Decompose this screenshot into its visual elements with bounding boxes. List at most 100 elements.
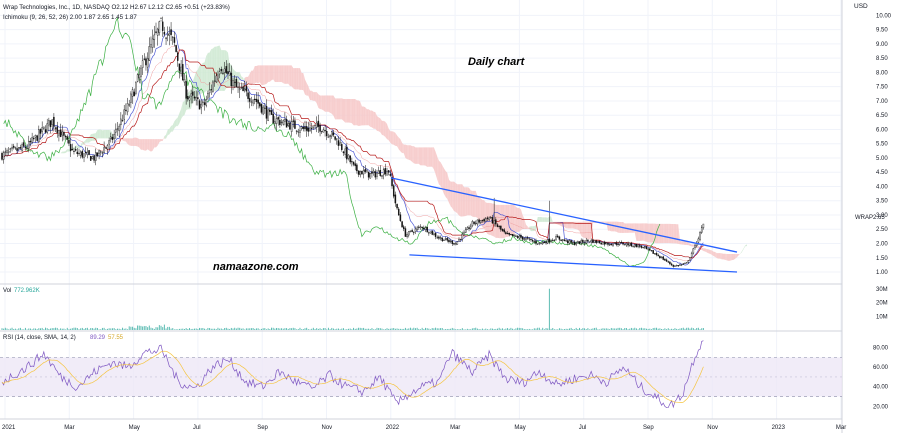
volume-bar <box>152 328 153 330</box>
volume-bar <box>574 329 575 330</box>
candle-body <box>375 172 376 178</box>
candle-body <box>110 137 111 139</box>
cloud-bull-segment <box>102 130 104 138</box>
candle-body <box>545 242 546 243</box>
candle-body <box>134 92 135 96</box>
volume-bar <box>84 329 85 330</box>
cloud-bear-segment <box>261 65 263 85</box>
cloud-bear-segment <box>585 222 587 239</box>
volume-bar <box>221 329 222 330</box>
candle-body <box>299 131 300 133</box>
candle-body <box>683 264 684 265</box>
candle-body <box>222 73 223 74</box>
candle-body <box>104 148 105 153</box>
candle-body <box>547 239 548 243</box>
volume-bar <box>378 328 379 330</box>
candle-body <box>654 254 655 255</box>
candle-body <box>520 235 521 237</box>
candle-body <box>457 242 458 245</box>
price-tag-value: 2.65 <box>873 215 885 221</box>
candle-body <box>512 234 513 236</box>
candle-body <box>689 257 690 260</box>
cloud-bear-segment <box>287 65 289 83</box>
candle-body <box>462 234 463 239</box>
cloud-bear-segment <box>342 98 344 120</box>
cloud-bear-segment <box>292 65 294 88</box>
volume-bar <box>604 329 605 330</box>
currency-label: USD <box>854 3 868 10</box>
candle-body <box>99 150 100 153</box>
volume-bar <box>477 329 478 330</box>
rsi-tick-label: 40.00 <box>873 385 889 391</box>
volume-bar <box>450 329 451 330</box>
cloud-bear-segment <box>154 139 156 147</box>
cloud-bear-segment <box>718 253 720 259</box>
volume-bar <box>388 329 389 330</box>
volume-bar <box>112 328 113 330</box>
cloud-bear-segment <box>636 223 638 240</box>
candle-body <box>612 244 613 245</box>
cloud-bull-segment <box>106 130 108 138</box>
volume-bar <box>591 329 592 330</box>
volume-bar <box>413 328 414 330</box>
volume-label: Vol <box>3 288 11 294</box>
candle-body <box>231 73 232 86</box>
volume-bar <box>209 328 210 330</box>
price-tick-label: 5.50 <box>876 142 888 148</box>
price-tick-label: 9.50 <box>876 28 888 34</box>
candle-body <box>703 224 704 228</box>
cloud-bear-segment <box>377 116 379 131</box>
volume-bar <box>169 327 170 330</box>
volume-bar <box>576 328 577 330</box>
candle-body <box>68 140 69 143</box>
cloud-bull-segment <box>67 149 69 151</box>
candle-body <box>586 240 587 243</box>
volume-bar <box>582 328 583 330</box>
volume-bar <box>97 328 98 330</box>
volume-bar <box>611 328 612 330</box>
cloud-bear-segment <box>477 196 479 222</box>
cloud-bear-segment <box>357 100 359 126</box>
cloud-bear-segment <box>392 131 394 144</box>
candle-body <box>602 242 603 244</box>
cloud-bull-segment <box>218 45 220 90</box>
cloud-bear-segment <box>273 65 275 82</box>
volume-bar <box>676 329 677 330</box>
volume-bar <box>408 328 409 330</box>
volume-bar <box>649 329 650 330</box>
candle-body <box>25 147 26 148</box>
candle-body <box>556 236 557 240</box>
volume-bar <box>639 328 640 330</box>
volume-bar <box>315 329 316 330</box>
candle-body <box>438 237 439 238</box>
candle-body <box>614 242 615 243</box>
cloud-bear-segment <box>474 191 476 217</box>
cloud-bear-segment <box>426 147 428 166</box>
candle-body <box>448 240 449 242</box>
time-tick-label: 2021 <box>2 425 16 431</box>
volume-bar <box>217 328 218 330</box>
cloud-bear-segment <box>581 222 583 238</box>
candle-body <box>668 262 669 263</box>
cloud-bear-segment <box>256 65 258 83</box>
candle-body <box>338 141 339 146</box>
volume-bar <box>248 328 249 330</box>
candle-body <box>365 169 366 171</box>
candle-body <box>145 59 146 65</box>
volume-bar <box>418 329 419 330</box>
volume-bar <box>358 328 359 330</box>
candle-body <box>648 249 649 250</box>
candle-body <box>684 263 685 264</box>
volume-bar <box>532 329 533 330</box>
candle-body <box>540 243 541 244</box>
volume-bar <box>194 329 195 330</box>
rsi-tick-label: 60.00 <box>873 365 889 371</box>
cloud-bear-segment <box>662 224 664 243</box>
cloud-bear-segment <box>730 254 732 261</box>
cloud-bear-segment <box>359 100 361 126</box>
volume-bar <box>534 328 535 330</box>
volume-bar <box>678 329 679 330</box>
volume-bar <box>443 329 444 330</box>
cloud-bear-segment <box>677 224 679 244</box>
